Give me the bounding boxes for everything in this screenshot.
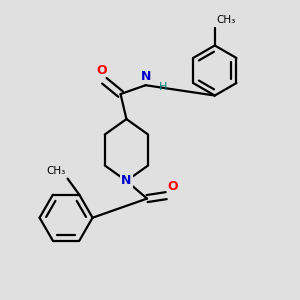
- Text: CH₃: CH₃: [216, 15, 236, 26]
- Text: O: O: [168, 180, 178, 193]
- Text: H: H: [159, 82, 167, 92]
- Text: O: O: [97, 64, 107, 77]
- Text: N: N: [140, 70, 151, 83]
- Text: CH₃: CH₃: [47, 166, 66, 176]
- Text: N: N: [121, 174, 132, 188]
